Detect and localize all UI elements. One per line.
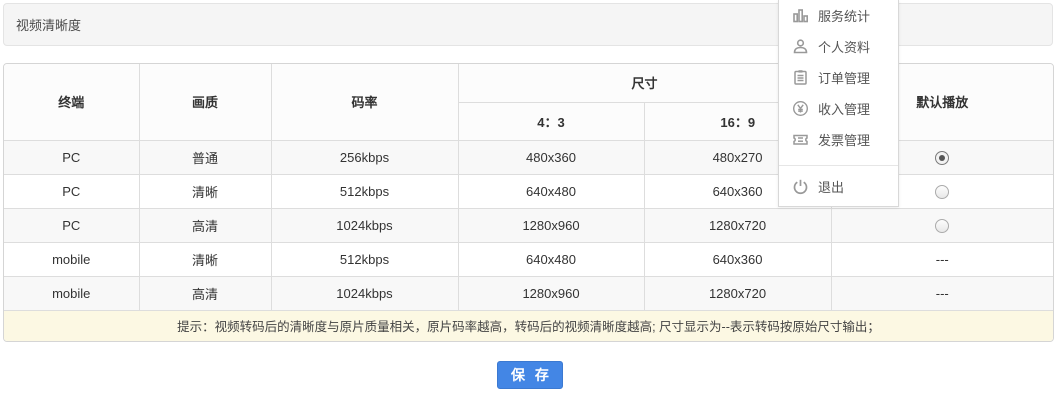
cell-size-4-3: 640x480 (458, 242, 645, 277)
default-play-radio[interactable] (935, 184, 950, 199)
col-header-size: 尺寸 (458, 64, 832, 103)
table-row: PC 普通 256kbps 480x360 480x270 (4, 140, 1053, 175)
cell-terminal: mobile (4, 276, 140, 311)
save-button[interactable]: 保 存 (497, 361, 563, 389)
cell-terminal: PC (4, 174, 140, 209)
cell-default-play-none: --- (831, 242, 1053, 277)
cell-terminal: PC (4, 140, 140, 175)
cell-size-4-3: 1280x960 (458, 208, 645, 243)
tip-row: 提示：视频转码后的清晰度与原片质量相关，原片码率越高，转码后的视频清晰度越高; … (4, 310, 1053, 341)
menu-item-service-stats[interactable]: 服务统计 (779, 0, 898, 31)
cell-bitrate: 256kbps (271, 140, 459, 175)
user-dropdown-menu: 服务统计 个人资料 订单管理 (778, 0, 899, 207)
cell-size-16-9: 1280x720 (644, 208, 832, 243)
cell-quality: 高清 (139, 276, 272, 311)
menu-item-label: 服务统计 (818, 9, 871, 24)
cell-size-16-9: 640x360 (644, 242, 832, 277)
cell-quality: 高清 (139, 208, 272, 243)
menu-item-label: 个人资料 (818, 40, 871, 55)
cell-bitrate: 1024kbps (271, 276, 459, 311)
menu-item-label: 退出 (818, 179, 845, 195)
cell-size-16-9: 1280x720 (644, 276, 832, 311)
table-row: PC 高清 1024kbps 1280x960 1280x720 (4, 208, 1053, 243)
default-play-radio[interactable] (935, 150, 950, 165)
col-header-bitrate: 码率 (271, 64, 459, 141)
cell-quality: 普通 (139, 140, 272, 175)
menu-item-orders[interactable]: 订单管理 (779, 62, 898, 93)
col-header-terminal: 终端 (4, 64, 140, 141)
menu-divider (779, 165, 898, 166)
bar-chart-icon (792, 7, 809, 24)
cell-size-4-3: 480x360 (458, 140, 645, 175)
default-play-radio[interactable] (935, 218, 950, 233)
power-icon (792, 178, 809, 195)
menu-item-profile[interactable]: 个人资料 (779, 31, 898, 62)
invoice-icon (792, 131, 809, 148)
clipboard-icon (792, 69, 809, 86)
page-title: 视频清晰度 (16, 18, 82, 33)
person-icon (792, 38, 809, 55)
menu-item-income[interactable]: 收入管理 (779, 93, 898, 124)
menu-item-invoices[interactable]: 发票管理 (779, 124, 898, 155)
menu-item-label: 收入管理 (818, 102, 871, 117)
cell-quality: 清晰 (139, 242, 272, 277)
cell-default-play-none: --- (831, 276, 1053, 311)
cell-terminal: mobile (4, 242, 140, 277)
cell-terminal: PC (4, 208, 140, 243)
tip-text: 提示：视频转码后的清晰度与原片质量相关，原片码率越高，转码后的视频清晰度越高; … (4, 310, 1053, 341)
cell-bitrate: 512kbps (271, 242, 459, 277)
menu-item-label: 发票管理 (818, 133, 871, 148)
cell-bitrate: 1024kbps (271, 208, 459, 243)
menu-item-label: 订单管理 (818, 71, 871, 86)
yuan-circle-icon (792, 100, 809, 117)
col-header-ratio-4-3: 4：3 (458, 102, 645, 141)
video-clarity-table: 终端 画质 码率 尺寸 默认播放 4：3 16：9 PC 普通 256kbps … (3, 63, 1054, 342)
cell-size-4-3: 1280x960 (458, 276, 645, 311)
cell-quality: 清晰 (139, 174, 272, 209)
table-row: mobile 高清 1024kbps 1280x960 1280x720 --- (4, 276, 1053, 311)
col-header-quality: 画质 (139, 64, 272, 141)
cell-size-4-3: 640x480 (458, 174, 645, 209)
cell-bitrate: 512kbps (271, 174, 459, 209)
table-row: mobile 清晰 512kbps 640x480 640x360 --- (4, 242, 1053, 277)
menu-item-logout[interactable]: 退出 (779, 166, 898, 206)
